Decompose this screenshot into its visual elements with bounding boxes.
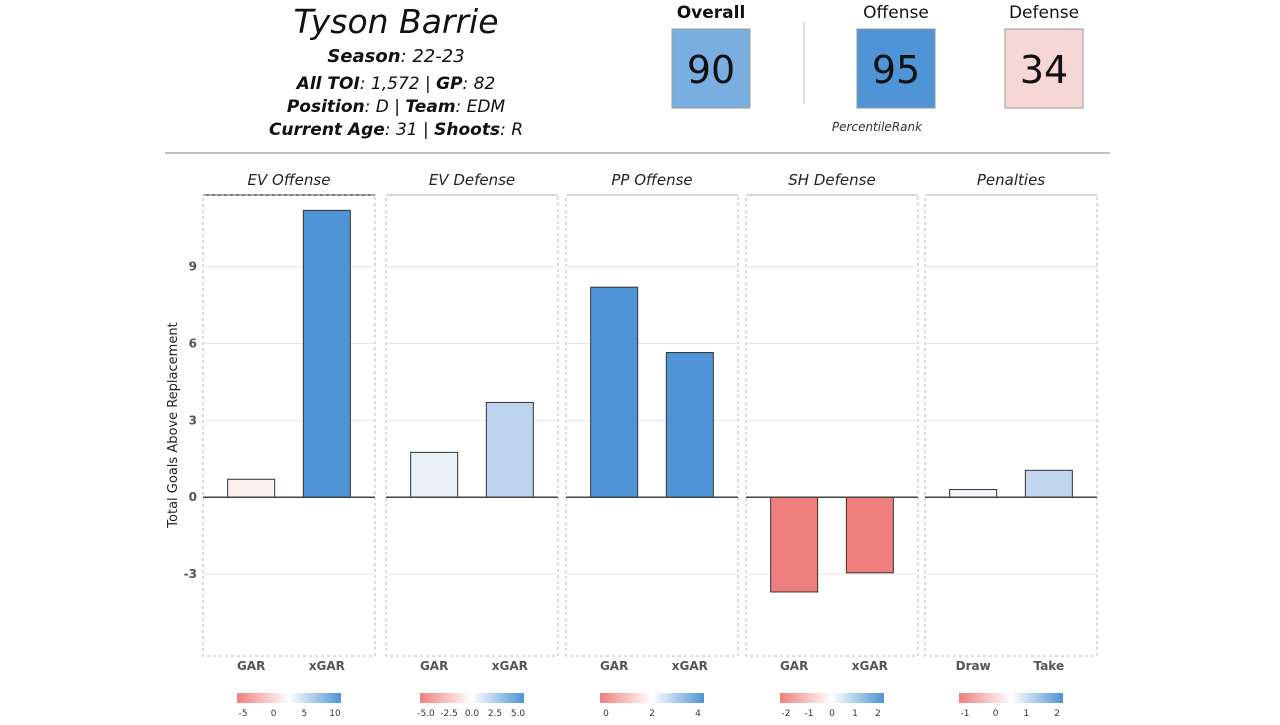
- age-value: : 31 |: [385, 120, 434, 140]
- x-tick-label: GAR: [780, 659, 808, 673]
- bar-ev-offense-gar: [227, 478, 276, 498]
- x-tick-label: xGAR: [852, 659, 888, 673]
- offense-rating-box: [856, 28, 936, 109]
- overall-rating-box: [671, 28, 751, 109]
- shoots-label: Shoots: [434, 120, 500, 140]
- percentile-rank-caption: PercentileRank: [832, 120, 923, 134]
- legend-tick-label: 2: [649, 709, 655, 719]
- panel-title-ev-offense: EV Offense: [248, 171, 331, 189]
- y-tick-label: 6: [189, 337, 197, 351]
- bar-pp-offense-gar: [590, 286, 639, 498]
- x-tick-label: GAR: [600, 659, 628, 673]
- panel-frame-ev-defense: [385, 194, 559, 657]
- age-line: Current Age: 31 | Shoots: R: [269, 120, 523, 140]
- x-tick-label: Draw: [956, 659, 991, 673]
- legend-colorbar-ev-offense: [237, 693, 341, 703]
- bar-pp-offense-xgar: [665, 352, 714, 498]
- legend-tick-label: -1: [805, 709, 814, 719]
- legend-tick-label: 0: [271, 709, 277, 719]
- x-tick-label: xGAR: [492, 659, 528, 673]
- defense-rating-value: 34: [1020, 48, 1068, 92]
- defense-rating-box: [1004, 28, 1084, 109]
- season-line: Season: 22-23: [327, 46, 464, 67]
- legend-tick-label: 10: [329, 709, 341, 719]
- offense-label: Offense: [863, 3, 929, 23]
- overall-rating-value: 90: [687, 48, 735, 92]
- gp-value: : 82: [463, 74, 496, 94]
- season-label: Season: [327, 46, 400, 67]
- legend-tick-label: 5: [301, 709, 307, 719]
- x-tick-label: xGAR: [672, 659, 708, 673]
- legend-tick-label: 2: [1054, 709, 1060, 719]
- player-name: Tyson Barrie: [293, 2, 498, 41]
- team-label: Team: [405, 97, 455, 117]
- toi-label: All TOI: [295, 74, 360, 94]
- gp-label: GP: [436, 74, 463, 94]
- panel-frame-ev-offense: [202, 194, 376, 657]
- bar-penalties-take: [1024, 469, 1073, 498]
- overall-label: Overall: [677, 3, 746, 23]
- age-label: Current Age: [269, 120, 385, 140]
- legend-colorbar-pp-offense: [600, 693, 704, 703]
- panel-frame-pp-offense: [565, 194, 739, 657]
- panel-frame-sh-defense: [745, 194, 919, 657]
- team-value: : EDM: [456, 97, 506, 117]
- y-tick-label: -3: [184, 567, 197, 581]
- position-line: Position: D | Team: EDM: [287, 97, 506, 117]
- legend-colorbar-sh-defense: [780, 693, 884, 703]
- season-value: : 22-23: [401, 46, 465, 67]
- bar-sh-defense-xgar: [845, 496, 894, 574]
- legend-tick-label: -2: [782, 709, 791, 719]
- x-tick-label: xGAR: [309, 659, 345, 673]
- legend-tick-label: -1: [961, 709, 970, 719]
- legend-tick-label: -5.0: [417, 709, 435, 719]
- offense-rating-value: 95: [872, 48, 920, 92]
- legend-tick-label: 1: [852, 709, 858, 719]
- legend-tick-label: 4: [695, 709, 701, 719]
- legend-tick-label: 0.0: [465, 709, 480, 719]
- legend-tick-label: -2.5: [440, 709, 458, 719]
- legend-tick-label: 0: [829, 709, 835, 719]
- x-tick-label: GAR: [420, 659, 448, 673]
- panel-title-pp-offense: PP Offense: [611, 171, 692, 189]
- y-tick-label: 3: [189, 413, 197, 427]
- toi-line: All TOI: 1,572 | GP: 82: [295, 74, 496, 94]
- bar-ev-defense-gar: [410, 451, 459, 498]
- panel-title-ev-defense: EV Defense: [429, 171, 515, 189]
- legend-tick-label: 1: [1023, 709, 1029, 719]
- legend-tick-label: 2.5: [488, 709, 502, 719]
- legend-tick-label: 2: [875, 709, 881, 719]
- panel-title-penalties: Penalties: [977, 171, 1045, 189]
- position-value: : D |: [365, 97, 406, 117]
- panel-title-sh-defense: SH Defense: [788, 171, 875, 189]
- bar-ev-offense-xgar: [302, 209, 351, 498]
- legend-tick-label: 0: [993, 709, 999, 719]
- panel-frame-penalties: [924, 194, 1098, 657]
- shoots-value: : R: [500, 120, 523, 140]
- defense-label: Defense: [1009, 3, 1079, 23]
- y-tick-label: 0: [189, 490, 197, 504]
- x-tick-label: GAR: [237, 659, 265, 673]
- y-axis-label: Total Goals Above Replacement: [166, 322, 181, 528]
- x-tick-label: Take: [1034, 659, 1065, 673]
- y-tick-label: 9: [189, 260, 197, 274]
- legend-tick-label: -5: [239, 709, 248, 719]
- bar-ev-defense-xgar: [485, 401, 534, 498]
- bar-penalties-draw: [949, 489, 998, 498]
- toi-value: : 1,572 |: [360, 74, 436, 94]
- legend-tick-label: 5.0: [511, 709, 526, 719]
- bar-sh-defense-gar: [770, 496, 819, 593]
- position-label: Position: [287, 97, 365, 117]
- legend-colorbar-penalties: [959, 693, 1063, 703]
- legend-colorbar-ev-defense: [420, 693, 524, 703]
- legend-tick-label: 0: [603, 709, 609, 719]
